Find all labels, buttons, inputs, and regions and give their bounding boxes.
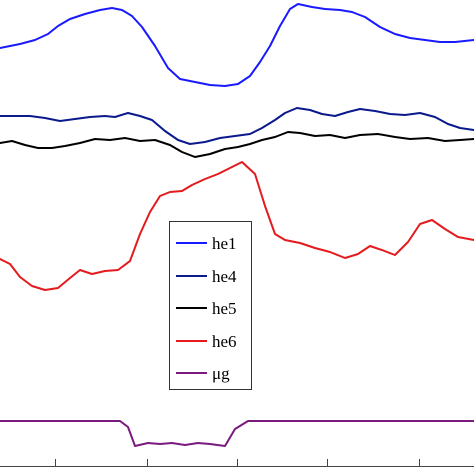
series-line-3	[0, 131, 474, 158]
series-line-4	[0, 161, 474, 291]
legend-box	[169, 221, 252, 390]
legend-label-he6: he6	[212, 332, 237, 351]
series-line-2	[0, 107, 474, 145]
legend-label-he1: he1	[212, 234, 237, 253]
series-line-5	[0, 420, 474, 447]
legend-entries: he1 he4 he5 he6 μg	[176, 234, 237, 383]
legend: he1 he4 he5 he6 μg	[169, 221, 252, 390]
x-axis-ticks	[55, 459, 420, 467]
legend-label-he5: he5	[212, 299, 237, 318]
series-layer	[0, 3, 474, 447]
series-line-1	[0, 3, 474, 87]
legend-label-he4: he4	[212, 267, 237, 286]
legend-label-mug: μg	[212, 364, 230, 383]
